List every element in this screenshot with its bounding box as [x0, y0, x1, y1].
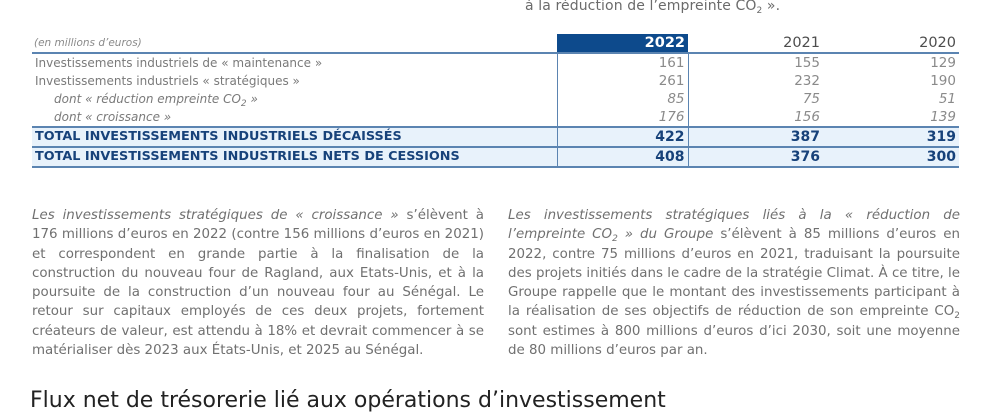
value-2022: 161 — [556, 53, 689, 72]
value-2020: 51 — [938, 91, 956, 107]
value-2022: 85 — [556, 90, 689, 108]
paragraph-text-end: sont estimes à 800 millions d’euros d’ic… — [508, 323, 960, 359]
paragraph-subscript: 2 — [954, 311, 960, 322]
paragraph-co2: Les investissements stratégiques liés à … — [508, 206, 960, 360]
paragraph-subscript: 2 — [612, 234, 618, 245]
total-2022: 422 — [556, 126, 689, 148]
total-2021: 376 — [688, 146, 823, 168]
total-2020: 319 — [823, 126, 959, 148]
paragraph-text: s’élèvent à 176 millions d’euros en 2022… — [32, 208, 484, 359]
paragraph-italic-end: » du Groupe — [617, 227, 714, 243]
value-2021: 75 — [802, 91, 820, 107]
paragraph-italic: Les investissements stratégiques liés à … — [508, 208, 960, 245]
value-2022: 176 — [556, 108, 689, 127]
paragraph-text: s’élèvent à 85 millions d’euros en 2022,… — [508, 227, 960, 320]
top-caption: à la réduction de l’empreinte CO2 ». — [525, 0, 781, 16]
total-label: TOTAL INVESTISSEMENTS INDUSTRIELS DÉCAIS… — [32, 126, 557, 148]
row-label-subscript: 2 — [240, 99, 247, 109]
total-2021: 387 — [688, 126, 823, 148]
total-label: TOTAL INVESTISSEMENTS INDUSTRIELS NETS D… — [32, 146, 557, 168]
value-2020: 139 — [930, 109, 956, 125]
value-2021: 156 — [794, 109, 820, 125]
year-2021-header: 2021 — [688, 34, 823, 54]
table-row: dont « croissance » 176 156 139 — [32, 108, 959, 127]
total-row: TOTAL INVESTISSEMENTS INDUSTRIELS DÉCAIS… — [32, 126, 959, 148]
paragraph-italic-text: Les investissements stratégiques liés à … — [508, 208, 960, 243]
caption-subscript: 2 — [756, 6, 763, 16]
total-row: TOTAL INVESTISSEMENTS INDUSTRIELS NETS D… — [32, 146, 959, 168]
caption-text-end: ». — [762, 0, 781, 14]
value-2020: 129 — [930, 55, 956, 71]
table-row: Investissements industriels de « mainten… — [32, 53, 959, 72]
table-row: Investissements industriels « stratégiqu… — [32, 72, 959, 90]
investments-table: (en millions d’euros) 2022 2021 2020 Inv… — [32, 34, 959, 168]
total-2020: 300 — [823, 146, 959, 168]
row-label: dont « réduction empreinte CO2 » — [32, 90, 557, 109]
row-label-text: dont « réduction empreinte CO — [54, 92, 241, 106]
value-2020: 190 — [930, 73, 956, 89]
value-2022: 261 — [556, 72, 689, 90]
value-2021: 155 — [794, 55, 820, 71]
table-header-row: (en millions d’euros) 2022 2021 2020 — [32, 34, 959, 54]
unit-label: (en millions d’euros) — [32, 34, 557, 54]
total-2022: 408 — [556, 146, 689, 168]
value-2021: 232 — [794, 73, 820, 89]
row-label: Investissements industriels « stratégiqu… — [35, 74, 300, 88]
table-row: dont « réduction empreinte CO2 » 85 75 5… — [32, 90, 959, 109]
row-label-text-end: » — [246, 92, 258, 106]
caption-text: à la réduction de l’empreinte CO — [525, 0, 757, 14]
paragraph-italic: Les investissements stratégiques de « cr… — [32, 208, 399, 223]
year-2022-header: 2022 — [557, 34, 688, 54]
row-label: Investissements industriels de « mainten… — [35, 56, 323, 70]
year-2020-header: 2020 — [823, 34, 959, 54]
paragraph-growth: Les investissements stratégiques de « cr… — [32, 206, 484, 360]
row-label: dont « croissance » — [54, 110, 172, 124]
